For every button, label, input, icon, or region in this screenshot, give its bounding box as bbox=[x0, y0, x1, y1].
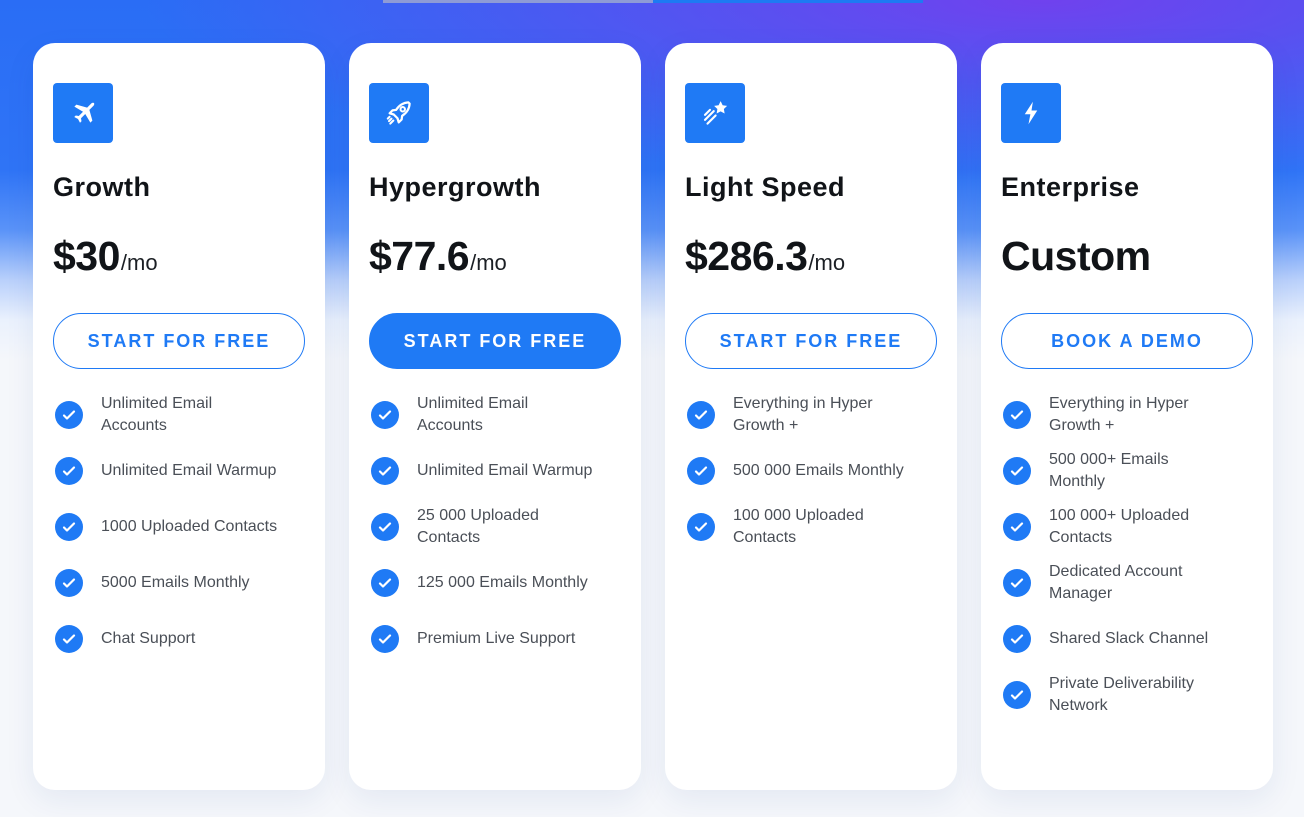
feature-text: Dedicated Account Manager bbox=[1049, 563, 1183, 602]
plan-period: /mo bbox=[470, 250, 507, 275]
check-icon bbox=[55, 401, 83, 429]
feature-list: Everything in Hyper Growth + 500 000 Ema… bbox=[685, 393, 937, 549]
feature-item: Unlimited Email Warmup bbox=[53, 449, 305, 493]
plan-icon-tile bbox=[369, 83, 429, 143]
start-for-free-button[interactable]: START FOR FREE bbox=[369, 313, 621, 369]
check-icon bbox=[687, 457, 715, 485]
feature-text: 500 000 Emails Monthly bbox=[733, 462, 904, 479]
feature-text: Shared Slack Channel bbox=[1049, 630, 1209, 647]
plan-card-hypergrowth: Hypergrowth $77.6 /mo START FOR FREE Unl… bbox=[349, 43, 641, 790]
check-icon bbox=[55, 625, 83, 653]
price-row: $30 /mo bbox=[53, 233, 305, 283]
feature-list: Everything in Hyper Growth + 500 000+ Em… bbox=[1001, 393, 1253, 717]
check-icon bbox=[55, 569, 83, 597]
feature-item: Unlimited Email Accounts bbox=[53, 393, 305, 437]
feature-item: 500 000+ Emails Monthly bbox=[1001, 449, 1253, 493]
book-a-demo-button[interactable]: BOOK A DEMO bbox=[1001, 313, 1253, 369]
feature-list: Unlimited Email Accounts Unlimited Email… bbox=[369, 393, 621, 661]
plane-icon bbox=[74, 102, 95, 123]
check-icon bbox=[371, 569, 399, 597]
feature-item: Shared Slack Channel bbox=[1001, 617, 1253, 661]
check-icon bbox=[687, 401, 715, 429]
plan-card-enterprise: Enterprise Custom BOOK A DEMO Everything… bbox=[981, 43, 1273, 790]
rocket-icon bbox=[386, 101, 411, 125]
feature-item: Chat Support bbox=[53, 617, 305, 661]
feature-text: Unlimited Email Warmup bbox=[101, 462, 277, 479]
feature-item: 1000 Uploaded Contacts bbox=[53, 505, 305, 549]
top-toggle-active-indicator bbox=[653, 0, 923, 3]
feature-text: 500 000+ Emails Monthly bbox=[1049, 451, 1169, 490]
feature-text: Everything in Hyper Growth + bbox=[1049, 395, 1189, 434]
check-icon bbox=[371, 625, 399, 653]
check-icon bbox=[371, 513, 399, 541]
plan-price: $30 bbox=[53, 233, 120, 279]
plan-icon-tile bbox=[53, 83, 113, 143]
feature-item: Private Deliverability Network bbox=[1001, 673, 1253, 717]
feature-item: 100 000 Uploaded Contacts bbox=[685, 505, 937, 549]
plan-period: /mo bbox=[120, 250, 158, 275]
feature-text: Premium Live Support bbox=[417, 630, 576, 647]
feature-text: Unlimited Email Accounts bbox=[417, 395, 529, 434]
feature-item: Everything in Hyper Growth + bbox=[1001, 393, 1253, 437]
feature-item: 125 000 Emails Monthly bbox=[369, 561, 621, 605]
feature-text: Unlimited Email Warmup bbox=[417, 462, 593, 479]
start-for-free-button[interactable]: START FOR FREE bbox=[53, 313, 305, 369]
price-row: Custom bbox=[1001, 233, 1253, 283]
check-icon bbox=[371, 457, 399, 485]
feature-item: Dedicated Account Manager bbox=[1001, 561, 1253, 605]
feature-text: 5000 Emails Monthly bbox=[101, 574, 250, 591]
plan-name: Growth bbox=[53, 172, 151, 202]
plan-card-growth: Growth $30 /mo START FOR FREE Unlimited … bbox=[33, 43, 325, 790]
check-icon bbox=[1003, 681, 1031, 709]
plan-icon-tile bbox=[1001, 83, 1061, 143]
price-row: $77.6 /mo bbox=[369, 233, 621, 283]
check-icon bbox=[371, 401, 399, 429]
start-for-free-button[interactable]: START FOR FREE bbox=[685, 313, 937, 369]
check-icon bbox=[55, 513, 83, 541]
check-icon bbox=[1003, 625, 1031, 653]
feature-item: Premium Live Support bbox=[369, 617, 621, 661]
price-row: $286.3 /mo bbox=[685, 233, 937, 283]
feature-text: 25 000 Uploaded Contacts bbox=[417, 507, 539, 546]
check-icon bbox=[55, 457, 83, 485]
plan-price: $286.3 bbox=[685, 233, 808, 279]
shooting-star-icon bbox=[703, 101, 728, 125]
plan-price: Custom bbox=[1001, 233, 1151, 279]
feature-text: Chat Support bbox=[101, 630, 196, 647]
check-icon bbox=[1003, 457, 1031, 485]
feature-item: 5000 Emails Monthly bbox=[53, 561, 305, 605]
check-icon bbox=[1003, 569, 1031, 597]
feature-item: 500 000 Emails Monthly bbox=[685, 449, 937, 493]
pricing-cards: Growth $30 /mo START FOR FREE Unlimited … bbox=[33, 43, 1273, 790]
feature-text: 125 000 Emails Monthly bbox=[417, 574, 588, 591]
feature-text: Everything in Hyper Growth + bbox=[733, 395, 873, 434]
feature-text: 100 000 Uploaded Contacts bbox=[733, 507, 864, 546]
feature-text: Unlimited Email Accounts bbox=[101, 395, 213, 434]
plan-price: $77.6 bbox=[369, 233, 470, 279]
plan-period: /mo bbox=[808, 250, 846, 275]
plan-icon-tile bbox=[685, 83, 745, 143]
check-icon bbox=[1003, 401, 1031, 429]
feature-item: 100 000+ Uploaded Contacts bbox=[1001, 505, 1253, 549]
feature-item: 25 000 Uploaded Contacts bbox=[369, 505, 621, 549]
feature-item: Unlimited Email Accounts bbox=[369, 393, 621, 437]
check-icon bbox=[1003, 513, 1031, 541]
feature-text: 1000 Uploaded Contacts bbox=[101, 518, 278, 535]
plan-name: Hypergrowth bbox=[369, 172, 542, 202]
plan-name: Light Speed bbox=[685, 172, 845, 202]
feature-text: Private Deliverability Network bbox=[1049, 675, 1194, 714]
lightning-icon bbox=[1024, 101, 1038, 125]
feature-item: Unlimited Email Warmup bbox=[369, 449, 621, 493]
feature-text: 100 000+ Uploaded Contacts bbox=[1049, 507, 1190, 546]
feature-list: Unlimited Email Accounts Unlimited Email… bbox=[53, 393, 305, 661]
feature-item: Everything in Hyper Growth + bbox=[685, 393, 937, 437]
plan-card-light-speed: Light Speed $286.3 /mo START FOR FREE Ev… bbox=[665, 43, 957, 790]
plan-name: Enterprise bbox=[1001, 172, 1140, 202]
check-icon bbox=[687, 513, 715, 541]
